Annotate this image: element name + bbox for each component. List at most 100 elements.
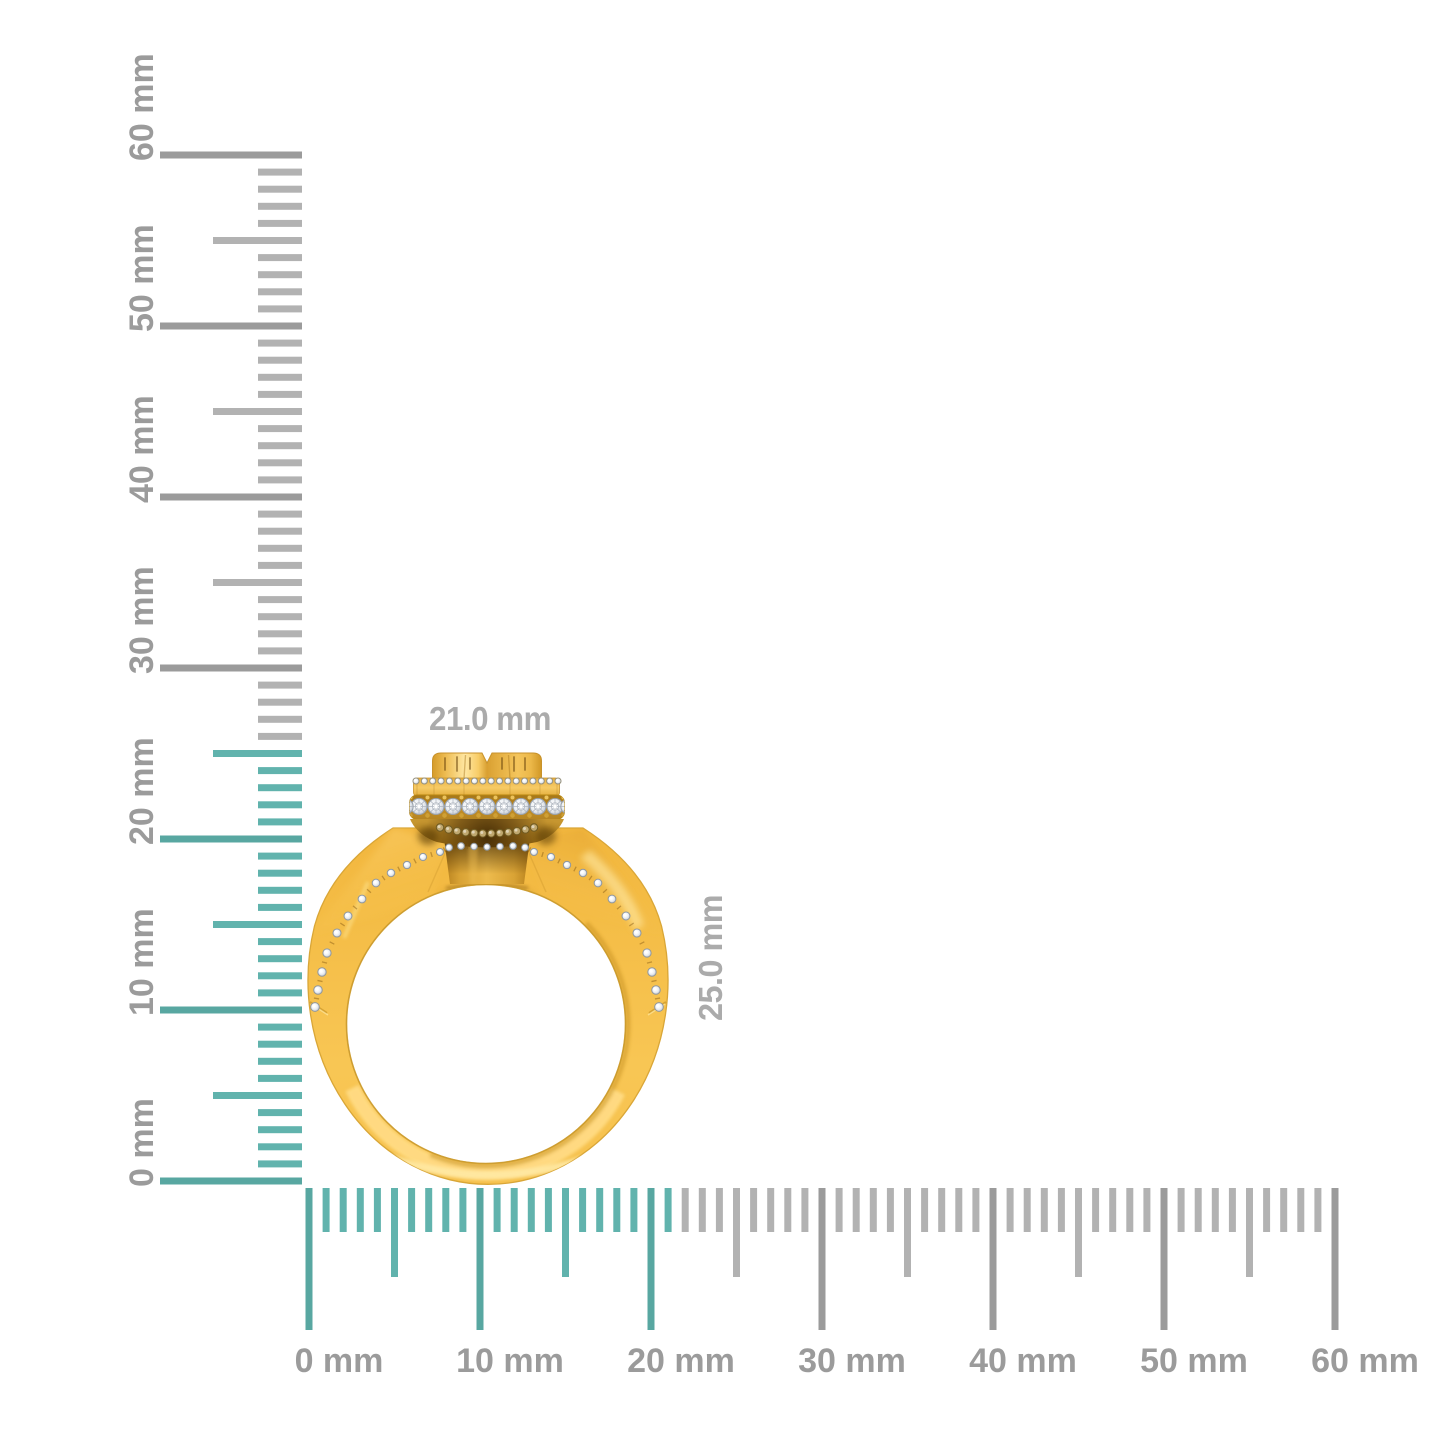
- v-tick-10mm: [160, 1006, 302, 1014]
- pave-diamond-sparkle: [334, 930, 338, 934]
- h-ruler-label-10mm: 10 mm: [456, 1342, 564, 1380]
- v-tick-40mm: [160, 493, 302, 501]
- pave-prong-tick: [573, 866, 577, 872]
- halo-top-diamond-row: [412, 777, 562, 785]
- pave-diamond-sparkle: [497, 779, 500, 782]
- v-tick-16mm: [258, 903, 302, 911]
- v-tick-23mm: [258, 784, 302, 792]
- h-tick-4mm: [373, 1188, 381, 1232]
- v-tick-3mm: [258, 1126, 302, 1134]
- pave-diamond-sparkle: [484, 844, 488, 848]
- channel-bead: [475, 795, 481, 800]
- channel-bead: [492, 795, 498, 800]
- v-tick-38mm: [258, 527, 302, 535]
- h-tick-52mm: [1194, 1188, 1202, 1232]
- channel-diamond: [444, 797, 462, 816]
- underdome-diamond-arc: [435, 823, 539, 838]
- v-ruler-label-0mm: 0 mm: [123, 1098, 161, 1187]
- channel-bead: [458, 795, 464, 800]
- v-tick-13mm: [258, 955, 302, 963]
- v-tick-4mm: [258, 1109, 302, 1117]
- v-tick-37mm: [258, 544, 302, 552]
- v-tick-12mm: [258, 972, 302, 980]
- channel-diamond-row: [409, 795, 565, 818]
- v-tick-27mm: [258, 715, 302, 723]
- h-ruler-label-20mm: 20 mm: [627, 1342, 735, 1380]
- pave-diamond-sparkle: [446, 845, 450, 849]
- channel-bead: [424, 795, 430, 800]
- h-tick-60mm: [1331, 1188, 1339, 1330]
- v-tick-43mm: [258, 442, 302, 450]
- finger-hole-rim: [345, 883, 627, 1165]
- channel-bead: [442, 813, 447, 818]
- v-ruler-label-60mm: 60 mm: [123, 53, 161, 161]
- v-tick-46mm: [258, 390, 302, 398]
- v-tick-30mm: [160, 664, 302, 672]
- pave-diamond-sparkle: [522, 779, 526, 782]
- h-tick-2mm: [339, 1188, 347, 1232]
- h-tick-53mm: [1211, 1188, 1219, 1232]
- pave-diamond-sparkle: [609, 896, 613, 900]
- pave-diamond-sparkle: [523, 827, 527, 831]
- channel-diamond: [495, 797, 513, 816]
- h-tick-8mm: [442, 1188, 450, 1232]
- v-tick-14mm: [258, 938, 302, 946]
- v-tick-44mm: [258, 425, 302, 433]
- v-tick-18mm: [258, 869, 302, 877]
- pave-diamond-sparkle: [623, 913, 627, 917]
- channel-diamond-partial: [409, 798, 414, 815]
- pave-prong-tick: [413, 858, 417, 864]
- h-tick-3mm: [356, 1188, 364, 1232]
- pave-prong-tick: [588, 875, 593, 881]
- v-tick-5mm: [213, 1092, 302, 1099]
- h-tick-24mm: [715, 1188, 723, 1232]
- v-tick-54mm: [258, 254, 302, 262]
- v-tick-9mm: [258, 1023, 302, 1031]
- v-tick-47mm: [258, 373, 302, 381]
- pave-prong-tick: [646, 961, 653, 964]
- pave-diamond-sparkle: [345, 913, 349, 917]
- pave-prong-tick: [397, 866, 401, 872]
- pave-diamond-sparkle: [488, 831, 492, 835]
- v-ruler-label-10mm: 10 mm: [123, 908, 161, 1016]
- pave-diamond-sparkle: [514, 779, 517, 782]
- pave-diamond-sparkle: [312, 1004, 316, 1008]
- pave-diamond-sparkle: [373, 880, 377, 884]
- h-tick-21mm: [664, 1188, 672, 1232]
- pave-diamond-sparkle: [458, 843, 462, 847]
- channel-diamond: [461, 797, 479, 816]
- h-tick-32mm: [852, 1188, 860, 1232]
- head-neck-highlight: [468, 842, 478, 884]
- pave-diamond-sparkle: [510, 843, 514, 847]
- v-tick-35mm: [213, 579, 302, 586]
- h-tick-56mm: [1263, 1188, 1271, 1232]
- pave-prong-tick: [352, 905, 358, 910]
- pave-diamond-sparkle: [480, 779, 484, 782]
- v-tick-60mm: [160, 151, 302, 159]
- pave-diamond-sparkle: [539, 779, 542, 782]
- h-ruler-label-0mm: 0 mm: [295, 1342, 384, 1380]
- pave-diamond-sparkle: [447, 779, 450, 782]
- h-tick-12mm: [510, 1188, 518, 1232]
- h-tick-23mm: [698, 1188, 706, 1232]
- h-tick-13mm: [527, 1188, 535, 1232]
- h-tick-48mm: [1126, 1188, 1134, 1232]
- v-tick-50mm: [160, 322, 302, 330]
- pave-prong-tick: [628, 922, 635, 927]
- pave-diamond-sparkle: [464, 779, 467, 782]
- h-tick-35mm: [904, 1188, 911, 1277]
- crown-lobe-seams: [463, 754, 511, 780]
- h-tick-50mm: [1160, 1188, 1168, 1330]
- h-tick-20mm: [647, 1188, 655, 1330]
- pave-prong-tick: [639, 941, 645, 945]
- h-tick-58mm: [1297, 1188, 1305, 1232]
- h-tick-14mm: [544, 1188, 552, 1232]
- channel-bead: [510, 813, 515, 818]
- v-tick-7mm: [258, 1057, 302, 1065]
- h-ruler-label-60mm: 60 mm: [1311, 1342, 1419, 1380]
- channel-diamond: [529, 797, 547, 816]
- h-tick-6mm: [408, 1188, 416, 1232]
- h-tick-34mm: [886, 1188, 894, 1232]
- pave-diamond-sparkle: [480, 831, 484, 835]
- h-tick-11mm: [493, 1188, 501, 1232]
